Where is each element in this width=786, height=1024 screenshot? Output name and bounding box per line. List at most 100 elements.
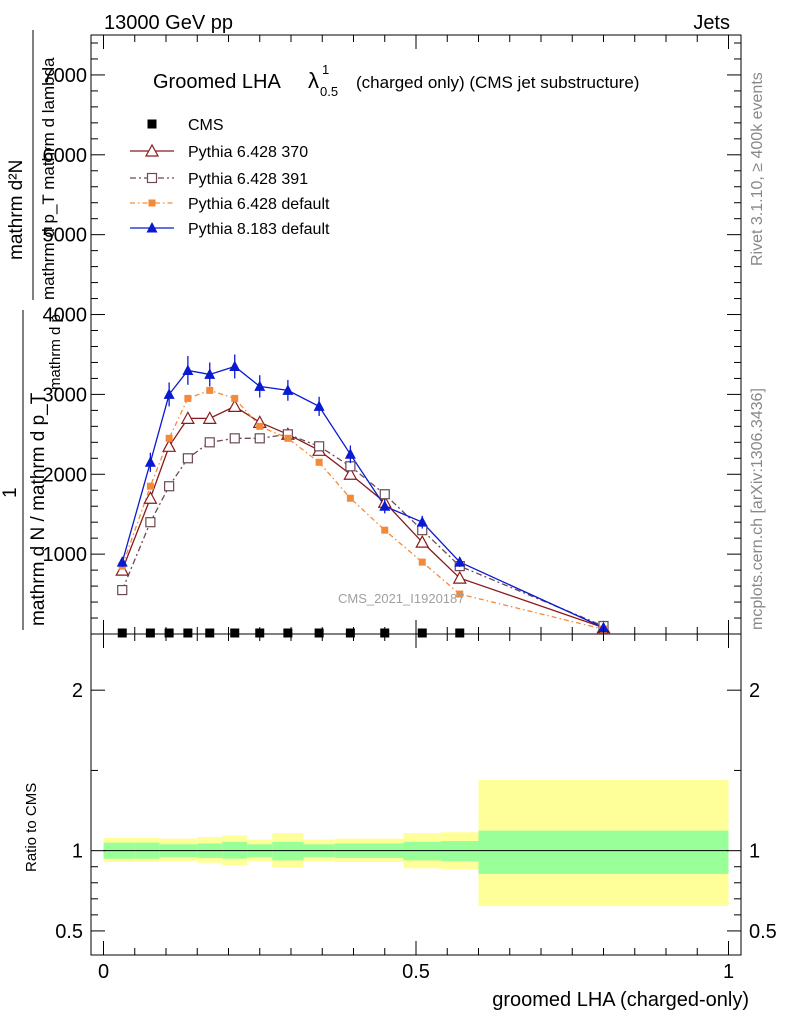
- point-p6_default-4-shape: [206, 386, 214, 394]
- ylabel-top: mathrm d²N: [6, 160, 27, 260]
- point-p6_391-0: [117, 584, 128, 596]
- ylabel-top-sub: mathrm d p_T mathrm d lambda: [39, 57, 58, 300]
- point-p6_default-8: [315, 458, 323, 466]
- series-lines: [121, 365, 604, 630]
- ratio-ytick-label-0: 0.5: [55, 921, 83, 943]
- point-p6_default-1: [146, 482, 154, 490]
- point-p6_default-5: [231, 394, 239, 402]
- point-cms-3: [183, 628, 193, 638]
- point-p8_default-10-shape: [379, 500, 391, 511]
- point-cms-11: [417, 628, 427, 638]
- point-p8_default-6-shape: [254, 380, 266, 391]
- point-p8_default-2: [163, 388, 175, 399]
- point-p6_default-4: [206, 386, 214, 394]
- ratio-ytick-label-right-2: 2: [749, 680, 760, 702]
- point-p6_370-2: [162, 439, 177, 452]
- legend-marker-p6_370-shape: [144, 143, 160, 157]
- point-cms-3-shape: [183, 628, 193, 638]
- point-cms-0: [117, 628, 127, 638]
- point-p8_default-4: [204, 368, 216, 379]
- axes: 1000 2000 3000 4000 5000 6000 7000 0 0.5 1 0.5 0.5 1…: [43, 34, 777, 983]
- point-p6_default-6-shape: [256, 422, 264, 430]
- point-p6_default-2-shape: [165, 434, 173, 442]
- legend-marker-p6_391-shape: [146, 172, 158, 184]
- point-p6_default-7: [284, 434, 292, 442]
- point-p6_391-6: [254, 433, 265, 444]
- ytick-label-0: 1000: [43, 544, 88, 566]
- point-p6_default-11-shape: [418, 558, 426, 566]
- point-p6_370-9: [343, 467, 358, 480]
- chart-title: Groomed LHA λ 1 0.5 (charged only) (CMS …: [153, 62, 639, 99]
- point-p6_default-10-shape: [381, 526, 389, 534]
- point-p8_default-1: [144, 456, 156, 467]
- side-label-mcplots: mcplots.cern.ch [arXiv:1306.3436]: [749, 388, 766, 630]
- y-axis-label-main: mathrm d²N mathrm d p_T mathrm d lambda …: [0, 30, 64, 630]
- point-p6_391-9: [345, 461, 356, 472]
- point-p6_370-3-shape: [180, 411, 195, 424]
- chart-title-suffix: (charged only) (CMS jet substructure): [356, 73, 639, 92]
- point-p6_default-3-shape: [184, 394, 192, 402]
- point-p8_default-2-shape: [163, 388, 175, 399]
- point-p6_default-3: [184, 394, 192, 402]
- legend-marker-p6_default: [148, 199, 156, 207]
- point-p8_default-12: [454, 556, 466, 567]
- point-p6_default-12-shape: [456, 590, 464, 598]
- ytick-label-3: 4000: [43, 305, 88, 327]
- point-cms-12-shape: [455, 628, 465, 638]
- point-p6_370-9-shape: [343, 467, 358, 480]
- ratio-ylabel: Ratio to CMS: [23, 783, 40, 872]
- point-p6_391-3-shape: [182, 453, 193, 464]
- point-p6_default-6: [256, 422, 264, 430]
- ytick-label-2: 3000: [43, 384, 88, 406]
- point-p6_391-8-shape: [314, 441, 325, 452]
- point-p6_default-1-shape: [146, 482, 154, 490]
- point-p6_391-1: [145, 517, 156, 528]
- ratio-band-inner-13: [478, 830, 729, 874]
- point-p8_default-11: [416, 516, 428, 527]
- legend-label-p8_default: Pythia 8.183 default: [188, 221, 330, 238]
- point-p6_391-10-shape: [379, 489, 390, 500]
- point-p8_default-3-shape: [182, 364, 194, 375]
- point-cms-2: [164, 628, 174, 638]
- point-p6_391-2: [164, 481, 175, 492]
- ratio-ytick-label-right-1: 1: [749, 841, 760, 863]
- point-p6_391-5-shape: [229, 433, 240, 444]
- point-p6_370-1: [143, 490, 158, 504]
- point-p6_370-11-shape: [415, 534, 430, 548]
- legend-marker-p6_391: [146, 172, 158, 184]
- point-p8_default-4-shape: [204, 368, 216, 379]
- point-cms-9: [345, 628, 355, 638]
- ratio-ytick-label-2: 2: [72, 680, 83, 702]
- ytick-label-4: 5000: [43, 225, 88, 247]
- point-p8_default-13: [598, 621, 609, 633]
- legend-marker-p6_default-shape: [148, 199, 156, 207]
- point-p6_370-11: [415, 534, 430, 548]
- point-p6_391-6-shape: [254, 433, 265, 444]
- point-p6_370-4: [202, 411, 217, 424]
- chart-title-sub: 0.5: [320, 84, 338, 99]
- point-cms-5: [230, 628, 240, 638]
- point-p6_391-8: [314, 441, 325, 452]
- x-axis-label: groomed LHA (charged-only): [492, 989, 749, 1011]
- point-cms-2-shape: [164, 628, 174, 638]
- point-p6_391-5: [229, 433, 240, 444]
- header-left: 13000 GeV pp: [104, 12, 233, 34]
- point-p6_370-5-shape: [227, 399, 242, 412]
- point-p6_370-12: [452, 570, 467, 584]
- point-p8_default-6: [254, 380, 266, 391]
- ylabel-bottom-sub: mathrm d p: [47, 314, 64, 390]
- point-cms-7: [283, 628, 293, 638]
- point-p6_default-2: [165, 434, 173, 442]
- point-p6_default-9: [346, 494, 354, 502]
- point-cms-8-shape: [314, 628, 324, 638]
- ytick-label-5: 6000: [43, 145, 88, 167]
- point-cms-5-shape: [230, 628, 240, 638]
- point-p6_370-4-shape: [202, 411, 217, 424]
- point-p6_391-3: [182, 453, 193, 464]
- point-p8_default-8-shape: [313, 400, 325, 411]
- series-markers: [115, 354, 611, 638]
- point-p6_391-2-shape: [164, 481, 175, 492]
- point-p6_391-0-shape: [117, 584, 128, 596]
- point-p8_default-8: [313, 400, 325, 411]
